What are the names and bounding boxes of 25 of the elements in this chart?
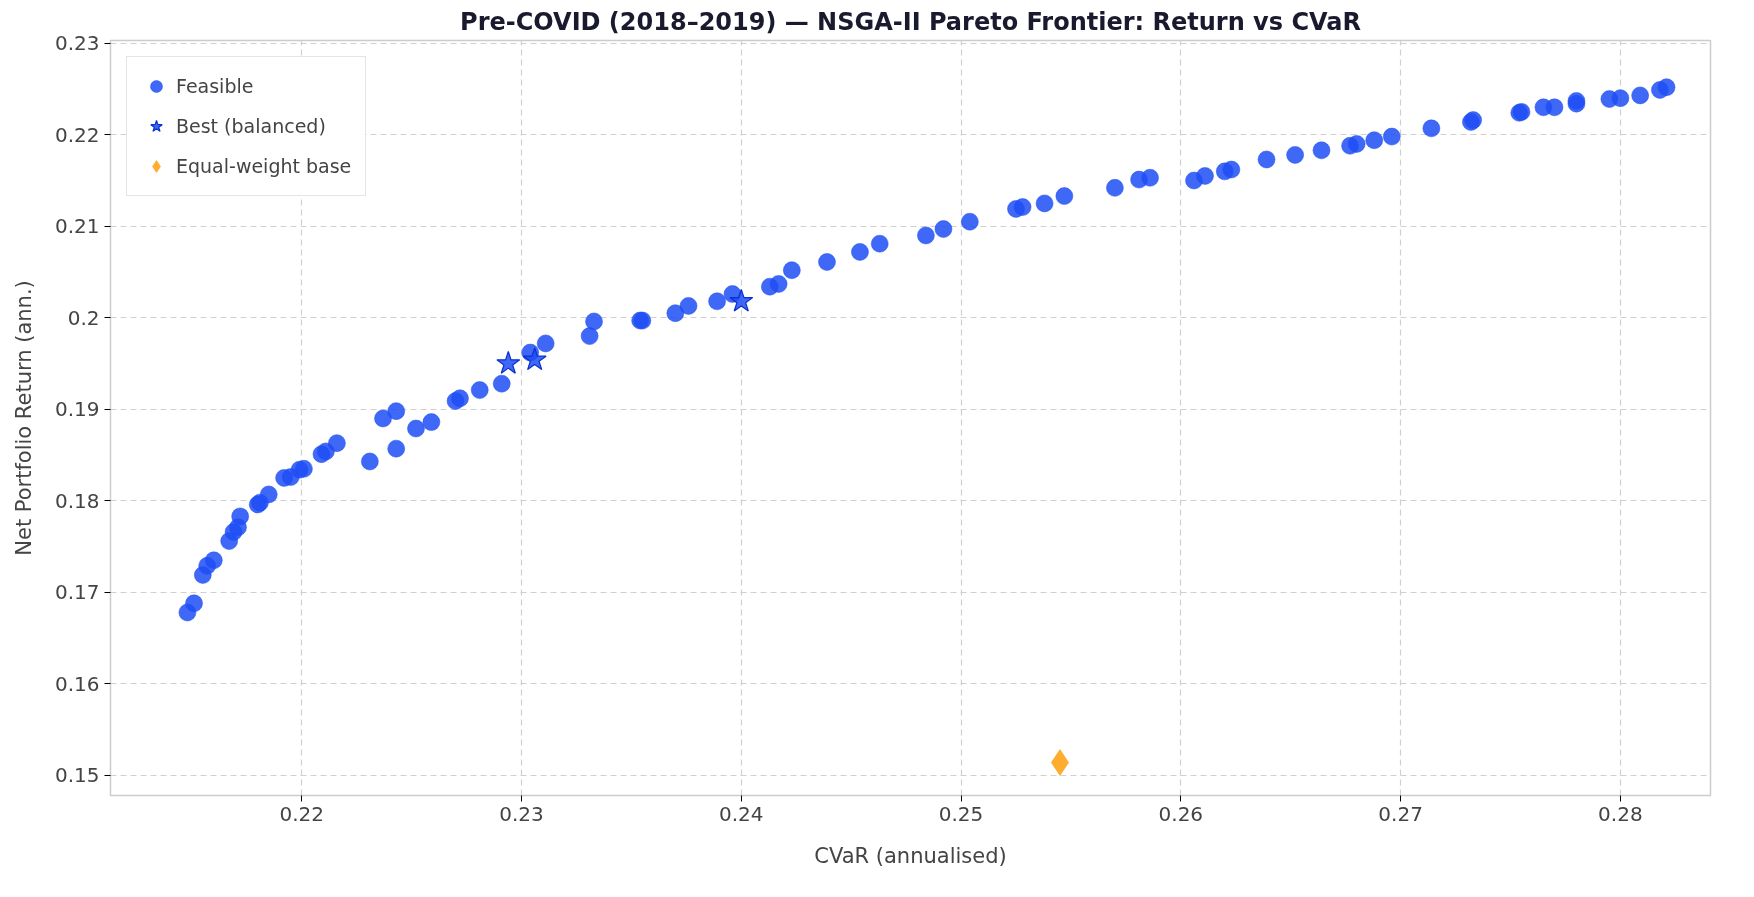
legend-label: Feasible — [176, 75, 254, 97]
x-tick-label: 0.23 — [499, 801, 544, 826]
y-tick-label: 0.2 — [67, 305, 100, 330]
point — [496, 350, 521, 374]
point — [522, 347, 547, 371]
y-axis-title: Net Portfolio Return (ann.) — [11, 280, 36, 556]
x-axis-title: CVaR (annualised) — [814, 843, 1007, 868]
chart-title: Pre-COVID (2018–2019) — NSGA-II Pareto Frontier: Return vs CVaR — [460, 7, 1361, 36]
x-tick-label: 0.27 — [1378, 801, 1423, 826]
x-tick-label: 0.26 — [1158, 801, 1204, 826]
x-tick-label: 0.24 — [719, 801, 764, 826]
legend-label: Best (balanced) — [176, 115, 326, 137]
y-tick-label: 0.16 — [54, 671, 100, 696]
y-tick-label: 0.22 — [54, 122, 100, 147]
y-tick-label: 0.21 — [54, 214, 100, 239]
legend-label: Equal-weight base — [176, 155, 352, 177]
y-tick-label: 0.19 — [54, 397, 100, 422]
x-tick-label: 0.28 — [1598, 801, 1643, 826]
y-tick-label: 0.18 — [54, 488, 100, 513]
x-tick-label: 0.22 — [279, 801, 324, 826]
x-tick-label: 0.25 — [938, 801, 984, 826]
point — [729, 288, 754, 312]
y-tick-label: 0.15 — [54, 763, 100, 788]
y-tick-label: 0.23 — [54, 31, 100, 56]
y-tick-label: 0.17 — [54, 580, 100, 605]
